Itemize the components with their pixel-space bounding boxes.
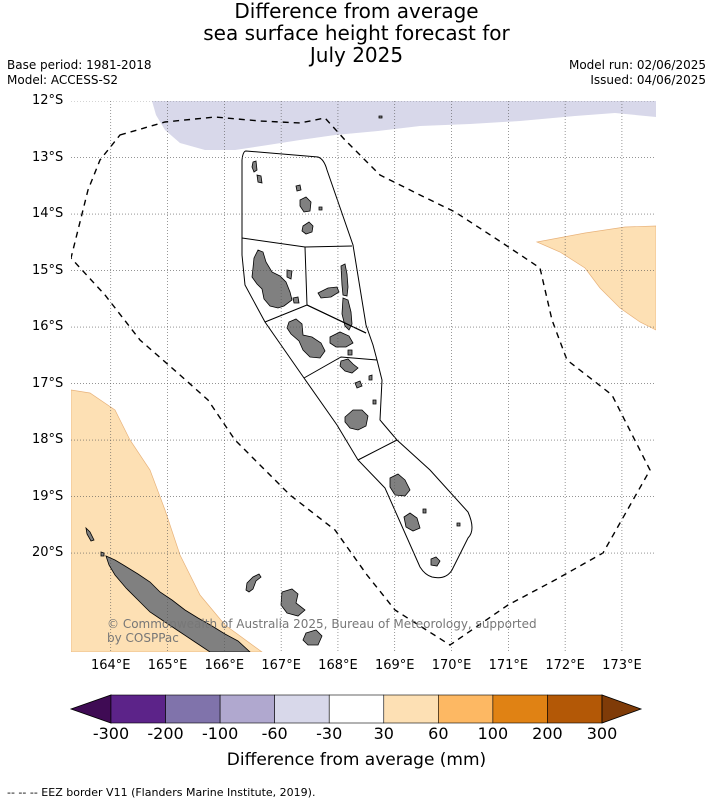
copyright-notice: © Commonwealth of Australia 2025, Bureau… bbox=[107, 617, 537, 645]
negative-anomaly-region bbox=[152, 101, 656, 150]
copyright-line-2: by COSPPac bbox=[107, 631, 179, 645]
colorbar-tick-label: 200 bbox=[532, 724, 563, 743]
positive-anomaly-region-east bbox=[535, 225, 656, 331]
title-line-1: Difference from average bbox=[234, 0, 479, 23]
run-info: Model run: 02/06/2025 Issued: 04/06/2025 bbox=[569, 58, 706, 88]
island-epi bbox=[339, 358, 359, 374]
island-emae bbox=[372, 399, 377, 405]
island-vanua-lava bbox=[295, 184, 302, 192]
colorbar-extend-arrow bbox=[69, 694, 112, 724]
longitude-label: 173°E bbox=[602, 658, 642, 673]
island-futuna bbox=[422, 508, 427, 514]
province-boundaries bbox=[241, 150, 473, 579]
colorbar-segment bbox=[547, 694, 603, 724]
longitude-label: 167°E bbox=[261, 658, 301, 673]
colorbar-segment bbox=[219, 694, 275, 724]
latitude-label: 19°S bbox=[32, 488, 64, 504]
map-gridlines bbox=[71, 101, 656, 652]
loyalty-island-mare bbox=[302, 629, 323, 646]
colorbar-segment bbox=[328, 694, 385, 724]
island-gaua bbox=[299, 196, 312, 213]
latitude-label: 17°S bbox=[32, 375, 64, 391]
latitude-label: 13°S bbox=[32, 149, 64, 165]
island-aore bbox=[286, 269, 293, 280]
eez-legend-note: -- -- -- EEZ border V11 (Flanders Marine… bbox=[7, 786, 316, 799]
longitude-label: 168°E bbox=[318, 658, 358, 673]
island-erromango bbox=[389, 473, 411, 497]
colorbar-tick-label: -200 bbox=[147, 724, 184, 743]
colorbar-segment bbox=[438, 694, 494, 724]
copyright-line-1: © Commonwealth of Australia 2025, Bureau… bbox=[107, 617, 537, 631]
colorbar-segment bbox=[165, 694, 221, 724]
island-efate bbox=[344, 409, 369, 431]
island-ambrym bbox=[329, 331, 354, 348]
longitude-label: 169°E bbox=[374, 658, 415, 673]
loyalty-island-ouvea bbox=[245, 573, 262, 593]
latitude-label: 18°S bbox=[32, 432, 64, 448]
longitude-label: 170°E bbox=[431, 658, 472, 673]
issued-date: Issued: 04/06/2025 bbox=[590, 73, 706, 87]
island-malekula bbox=[286, 318, 326, 359]
colorbar-segment bbox=[110, 694, 166, 724]
longitude-label: 164°E bbox=[90, 658, 131, 673]
island-maewo bbox=[340, 263, 349, 297]
base-period: Base period: 1981-2018 bbox=[7, 58, 152, 72]
island-merelava bbox=[318, 206, 323, 211]
colorbar-tick-label: 100 bbox=[477, 724, 509, 743]
latitude-label: 20°S bbox=[32, 545, 64, 561]
colorbar-segment bbox=[274, 694, 330, 724]
colorbar-tick-label: 60 bbox=[428, 724, 449, 743]
model-info: Base period: 1981-2018 Model: ACCESS-S2 bbox=[7, 58, 152, 88]
longitude-label: 165°E bbox=[147, 658, 188, 673]
island-shepherd bbox=[368, 374, 373, 381]
colorbar-segment bbox=[492, 694, 548, 724]
colorbar-extend-arrow bbox=[601, 694, 643, 724]
island-espiritu-santo bbox=[251, 249, 293, 309]
colorbar-segment bbox=[383, 694, 439, 724]
island-torres bbox=[256, 174, 263, 184]
island-tanna bbox=[403, 512, 421, 532]
colorbar-tick-label: 300 bbox=[586, 724, 618, 743]
colorbar-tick-label: -60 bbox=[261, 724, 288, 743]
colorbar-label: Difference from average (mm) bbox=[226, 750, 487, 770]
model-run: Model run: 02/06/2025 bbox=[568, 58, 706, 72]
island-ambae bbox=[317, 286, 340, 299]
new-caledonia-landmass bbox=[105, 555, 251, 652]
island-torres bbox=[251, 160, 258, 173]
latitude-label: 16°S bbox=[32, 319, 64, 335]
longitude-label: 171°E bbox=[488, 658, 529, 673]
new-caledonia-islet bbox=[100, 551, 105, 557]
colorbar-tick-label: 30 bbox=[373, 724, 394, 743]
longitude-label: 166°E bbox=[204, 658, 245, 673]
colorbar-tick-label: -300 bbox=[92, 724, 130, 743]
title-line-3: July 2025 bbox=[309, 43, 404, 67]
colorbar bbox=[69, 694, 643, 724]
island-small-north bbox=[378, 115, 383, 119]
latitude-label: 12°S bbox=[32, 93, 64, 108]
map-title: Difference from average sea surface heig… bbox=[0, 0, 713, 66]
model-name: Model: ACCESS-S2 bbox=[7, 73, 119, 87]
colorbar-tick-label: -30 bbox=[316, 724, 343, 743]
colorbar-tick-label: -100 bbox=[201, 724, 239, 743]
title-line-2: sea surface height forecast for bbox=[203, 21, 510, 45]
island-tongoa bbox=[354, 380, 363, 389]
island-aneityum bbox=[430, 556, 441, 567]
latitude-label: 14°S bbox=[32, 206, 64, 222]
island-aniwa bbox=[456, 522, 461, 527]
new-caledonia-islet bbox=[85, 526, 95, 542]
loyalty-island-lifou bbox=[280, 588, 306, 617]
map-area bbox=[71, 101, 656, 652]
longitude-label: 172°E bbox=[545, 658, 585, 673]
latitude-label: 15°S bbox=[32, 262, 64, 278]
island-paama bbox=[347, 349, 353, 356]
island-malo bbox=[292, 296, 300, 304]
island-ureparapara bbox=[301, 221, 314, 235]
